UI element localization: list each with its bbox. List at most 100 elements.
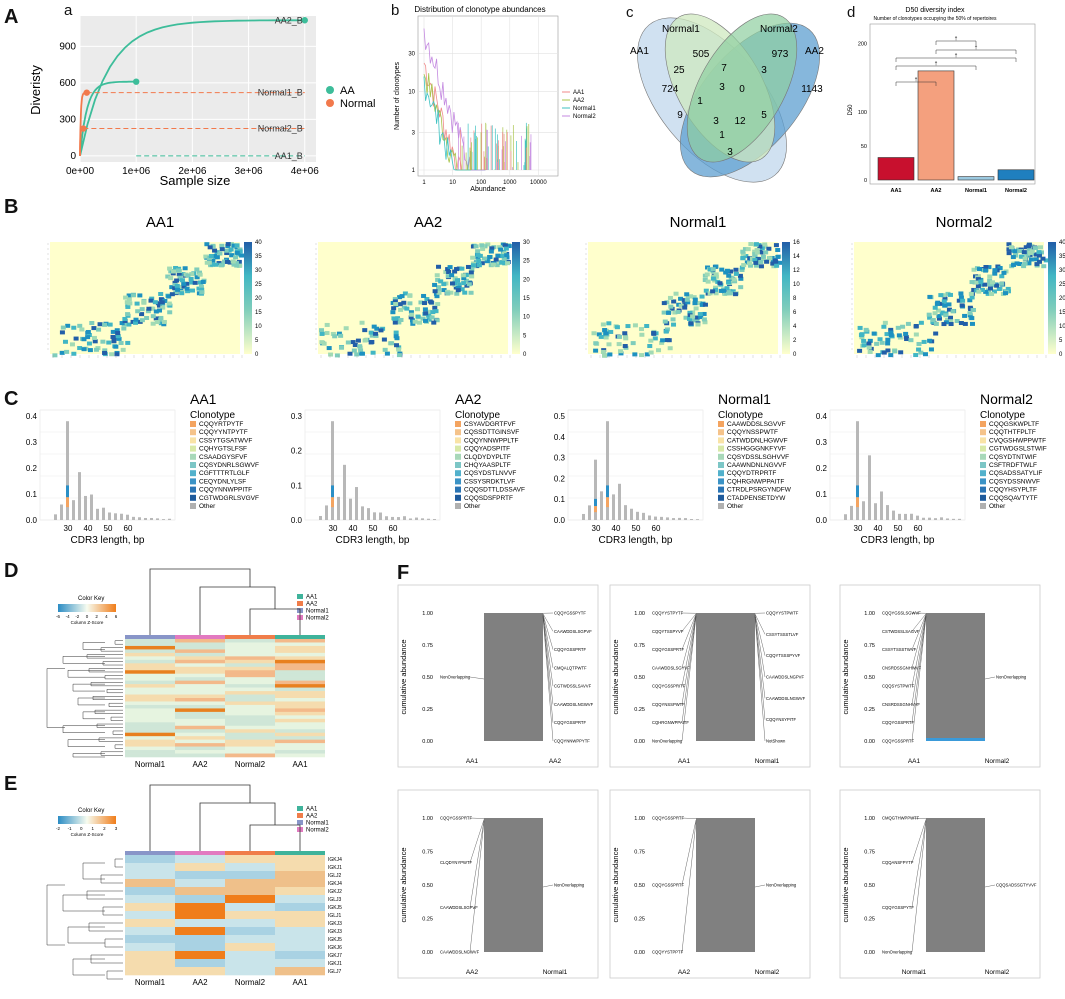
heatmap-cell (888, 327, 894, 332)
alluvial-left-label: CQQYTSSPYVF (652, 629, 684, 634)
heatmap-cell (162, 298, 168, 303)
heatmap-cell (239, 253, 245, 258)
heatmap-cell (208, 254, 214, 259)
alluvial-x-label: Normal1 (755, 758, 780, 765)
zscore-cell (125, 673, 175, 678)
heatmap-cell (460, 273, 466, 278)
heatmap-cell (139, 312, 145, 317)
heatmap-cell (940, 293, 946, 298)
rarefaction-x-label: Sample size (160, 173, 231, 188)
alluvial-y-tick: 1.00 (864, 611, 875, 617)
zscore-row-label: IGKJ2 (328, 889, 342, 895)
zscore-cell (225, 927, 275, 936)
heatmap-cell (355, 338, 361, 343)
zscore-cell (275, 694, 325, 699)
heatmap-cell (499, 254, 505, 259)
heatmap-cell (402, 291, 408, 296)
heatmap-cell (459, 287, 465, 292)
heatmap-cell (503, 246, 509, 251)
heatmap-cell (754, 250, 760, 255)
zscore-cell (225, 871, 275, 880)
heatmap-cell (189, 272, 195, 277)
zscore-cell (175, 732, 225, 737)
heatmap-cell (237, 249, 243, 254)
alluvial-flow (696, 818, 755, 952)
heatmap-cell (1043, 258, 1049, 263)
cdr3-legend-clonotype: CQSYDTNTWIF (989, 454, 1037, 461)
zscore-cell (275, 927, 325, 936)
zscore-cell (125, 642, 175, 647)
cdr3-x-tick: 50 (894, 524, 903, 533)
cdr3-legend-clonotype: CSFTRDFTWLF (989, 462, 1037, 469)
cdr3-bar-segment (856, 485, 859, 498)
zscore-cell (125, 911, 175, 920)
cdr3-x-label: CDR3 length, bp (336, 535, 410, 546)
heatmap-cell (726, 280, 732, 285)
heatmap-cell (326, 346, 332, 351)
cdr3-y-tick: 0.3 (26, 438, 38, 447)
heatmap-cell (593, 348, 599, 353)
cdr3-legend-clonotype: CQSYDSSLSGHVVF (727, 454, 789, 461)
color-key-tick: -4 (66, 614, 70, 619)
zscore-cell (175, 739, 225, 744)
cdr3-legend-clonotype: Other (199, 503, 216, 510)
heatmap-cell (430, 310, 436, 315)
heatmap-cell (475, 252, 481, 257)
heatmap-cell (198, 284, 204, 289)
zscore-cell (275, 967, 325, 976)
color-key-title: Color Key (78, 596, 104, 602)
heatmap-cell (466, 282, 472, 287)
alluvial-y-tick: 0.75 (422, 850, 433, 856)
heatmap-cell (123, 295, 129, 300)
heatmap-cell (161, 319, 167, 324)
heatmap-cell (407, 301, 413, 306)
d50-significance-mark: † (955, 36, 958, 42)
heatmap-cell (1006, 251, 1012, 256)
heatmap-legend-label: Normal2 (306, 828, 329, 834)
cdr3-bar (415, 517, 418, 520)
heatmap-cell (495, 253, 501, 258)
zscore-cell (225, 725, 275, 730)
heatmap-cell (421, 301, 427, 306)
heatmap-cell (607, 352, 613, 357)
heatmap-cell (775, 248, 781, 253)
cdr3-legend-swatch (718, 462, 724, 468)
heatmap-scale-label: 2 (793, 338, 797, 344)
heatmap-cell (168, 276, 174, 281)
heatmap-cell (764, 259, 770, 264)
cdr3-bar-segment (594, 498, 597, 507)
cdr3-x-tick: 30 (329, 524, 338, 533)
heatmap-cell (683, 315, 689, 320)
heatmap-cell (948, 292, 954, 297)
heatmap-scale-label: 10 (255, 324, 262, 330)
heatmap-cell (109, 352, 115, 357)
heatmap-cell (701, 311, 707, 316)
alluvial-x-label: AA1 (466, 758, 479, 765)
alluvial-y-tick: 0.75 (864, 643, 875, 649)
zscore-cell (225, 736, 275, 740)
d50-chart: D50 diversity index Number of clonotypes… (848, 7, 1036, 194)
column-group-bar (225, 635, 275, 639)
zscore-cell (275, 659, 325, 664)
heatmap-cell (171, 269, 177, 274)
heatmap-cell (125, 312, 131, 317)
zscore-cell (225, 935, 275, 944)
heatmap-cell (986, 265, 992, 270)
heatmap-cell (357, 344, 363, 349)
cdr3-bar-segment (606, 497, 609, 508)
alluvial-label-leader (542, 616, 554, 742)
cdr3-legend-swatch (718, 470, 724, 477)
cdr3-bar (642, 512, 645, 520)
alluvial-right-label: CAAWDDSLNGWVF (554, 702, 594, 707)
heatmap-cell (155, 301, 161, 306)
cdr3-bar (588, 505, 591, 520)
heatmap-cell (933, 321, 939, 326)
cdr3-legend-swatch (980, 470, 986, 477)
zscore-cell (175, 855, 225, 864)
zscore-cell (225, 701, 275, 706)
heatmap-cell (713, 291, 719, 296)
cdr3-bar (886, 505, 889, 520)
alluvial-label-leader (681, 615, 697, 687)
alluvial-label-leader (542, 614, 554, 650)
venn-region-count: 724 (662, 84, 679, 95)
